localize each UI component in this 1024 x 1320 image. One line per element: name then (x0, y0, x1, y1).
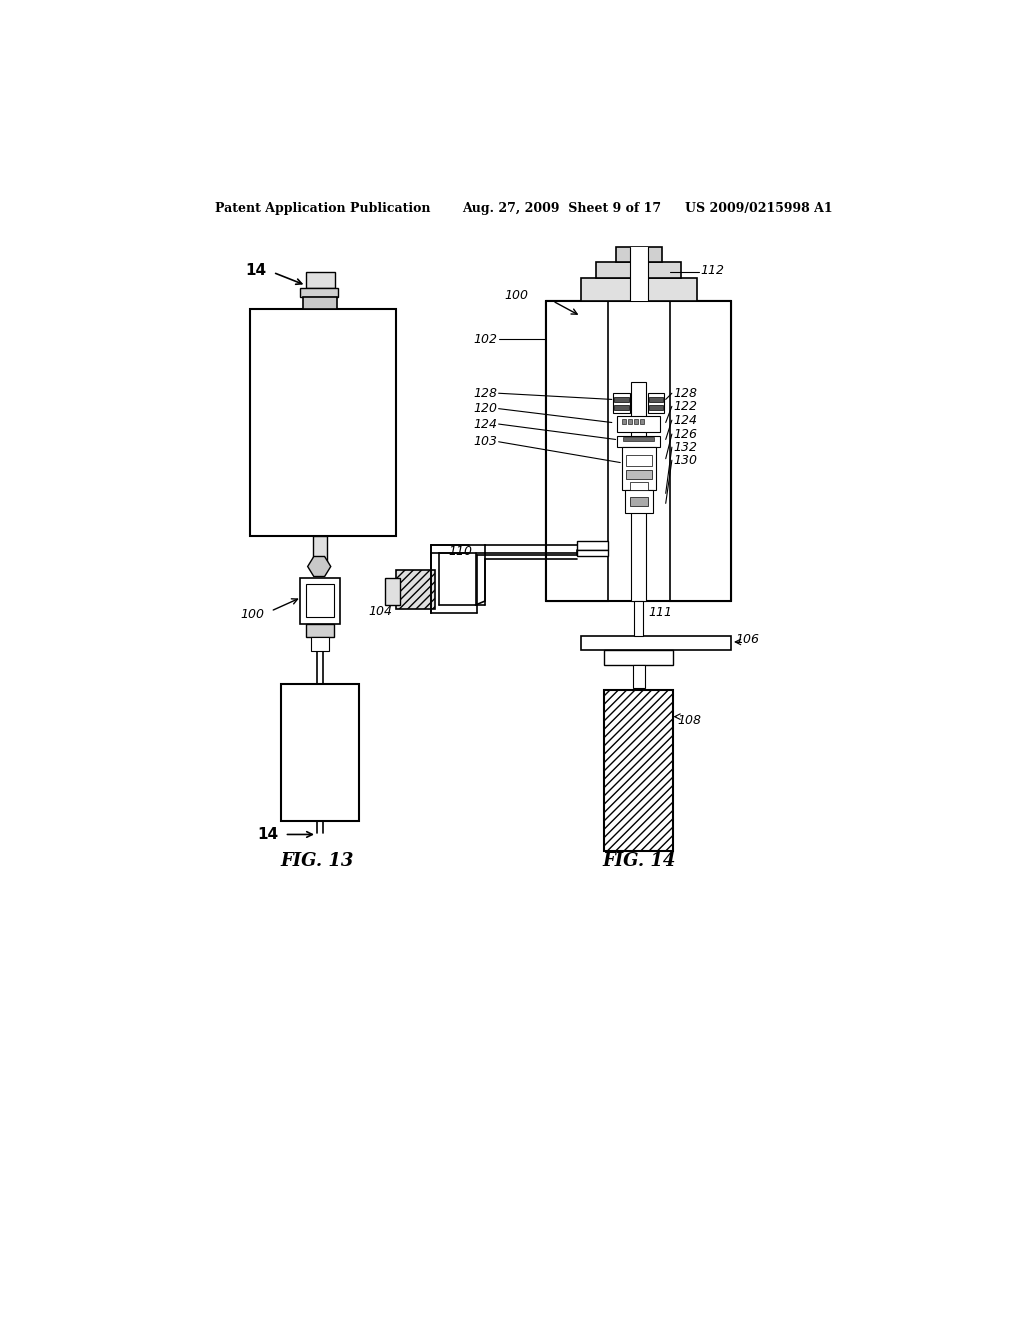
Bar (626, 470, 652, 479)
Bar (547, 301, 608, 601)
Bar (547, 301, 608, 601)
Bar (578, 541, 608, 550)
Bar (306, 585, 334, 616)
Bar (630, 498, 648, 507)
Bar (648, 393, 665, 412)
Text: 102: 102 (473, 333, 497, 346)
Bar (581, 636, 731, 649)
Text: 112: 112 (700, 264, 724, 277)
Bar (633, 665, 645, 688)
Bar (596, 263, 681, 277)
Text: US 2009/0215998 A1: US 2009/0215998 A1 (685, 202, 833, 215)
Text: FIG. 14: FIG. 14 (602, 851, 676, 870)
Bar (313, 536, 327, 562)
Bar (604, 649, 674, 665)
Text: 108: 108 (677, 714, 701, 727)
Bar (626, 455, 652, 466)
Text: 132: 132 (674, 441, 697, 454)
Bar (581, 277, 696, 301)
Bar (622, 418, 626, 424)
Bar (622, 447, 655, 490)
Bar (385, 578, 400, 605)
Bar (614, 405, 629, 411)
Bar (300, 288, 339, 297)
Bar (306, 624, 334, 638)
Text: 106: 106 (735, 634, 759, 647)
Bar (634, 601, 643, 636)
Bar (310, 638, 330, 651)
Bar (628, 418, 632, 424)
Text: 126: 126 (674, 428, 697, 441)
Bar (617, 416, 660, 432)
Bar (670, 301, 731, 601)
Bar (634, 418, 638, 424)
Text: 103: 103 (473, 436, 497, 449)
Text: 100: 100 (241, 607, 264, 620)
Bar (306, 272, 335, 288)
Text: 128: 128 (674, 387, 697, 400)
Text: 130: 130 (674, 454, 697, 467)
Bar (604, 689, 674, 851)
Bar (547, 301, 731, 323)
Bar (631, 381, 646, 601)
Bar (578, 550, 608, 557)
Text: 122: 122 (674, 400, 697, 413)
Text: 111: 111 (648, 606, 672, 619)
Bar (670, 301, 731, 601)
Bar (630, 482, 648, 490)
Text: 100: 100 (505, 289, 528, 302)
Bar (615, 247, 662, 263)
Bar (613, 393, 630, 412)
Bar (624, 437, 654, 441)
Text: Aug. 27, 2009  Sheet 9 of 17: Aug. 27, 2009 Sheet 9 of 17 (462, 202, 660, 215)
Bar (625, 490, 652, 512)
Text: 104: 104 (369, 605, 392, 618)
Bar (649, 405, 664, 411)
Bar (649, 397, 664, 403)
Text: 124: 124 (473, 417, 497, 430)
Text: 14: 14 (257, 826, 279, 842)
Text: 124: 124 (674, 413, 697, 426)
Bar (614, 397, 629, 403)
Polygon shape (307, 557, 331, 577)
Bar (617, 436, 660, 447)
Text: 120: 120 (473, 403, 497, 416)
Bar (250, 309, 396, 536)
Bar (300, 578, 340, 624)
Text: 110: 110 (449, 545, 472, 557)
Text: FIG. 13: FIG. 13 (281, 851, 353, 870)
Bar (640, 418, 644, 424)
Text: 14: 14 (245, 263, 266, 277)
Bar (281, 684, 359, 821)
Bar (630, 247, 648, 301)
Bar (303, 297, 337, 309)
Bar (396, 570, 435, 609)
Text: 128: 128 (473, 387, 497, 400)
Text: Patent Application Publication: Patent Application Publication (215, 202, 431, 215)
Bar (608, 301, 670, 601)
